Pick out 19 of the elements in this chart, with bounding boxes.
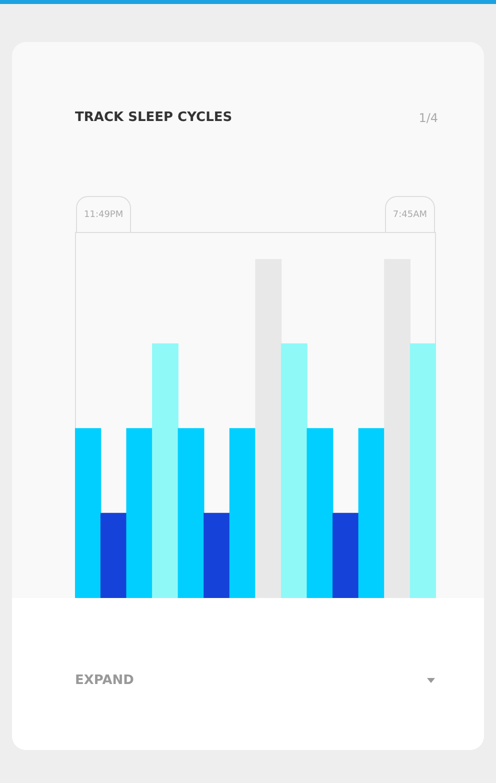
- bar: [280, 343, 308, 598]
- bar: [332, 512, 359, 598]
- bar: [178, 428, 204, 598]
- bar: [126, 428, 153, 598]
- text: 1/4: [418, 111, 438, 125]
- bar: [306, 428, 334, 598]
- text: 11:49PM: [76, 196, 132, 232]
- bar: [229, 428, 256, 598]
- text: EXPAND: [75, 673, 134, 688]
- bar: [255, 259, 282, 598]
- bar: [75, 428, 102, 598]
- bar: [152, 343, 178, 598]
- bar: [410, 343, 436, 598]
- chart-title: TRACK SLEEP CYCLES: [75, 110, 232, 125]
- bar: [358, 428, 385, 598]
- bar: [100, 512, 127, 598]
- bar: [204, 512, 230, 598]
- bar: [384, 259, 411, 598]
- text: 7:45AM: [384, 196, 435, 232]
